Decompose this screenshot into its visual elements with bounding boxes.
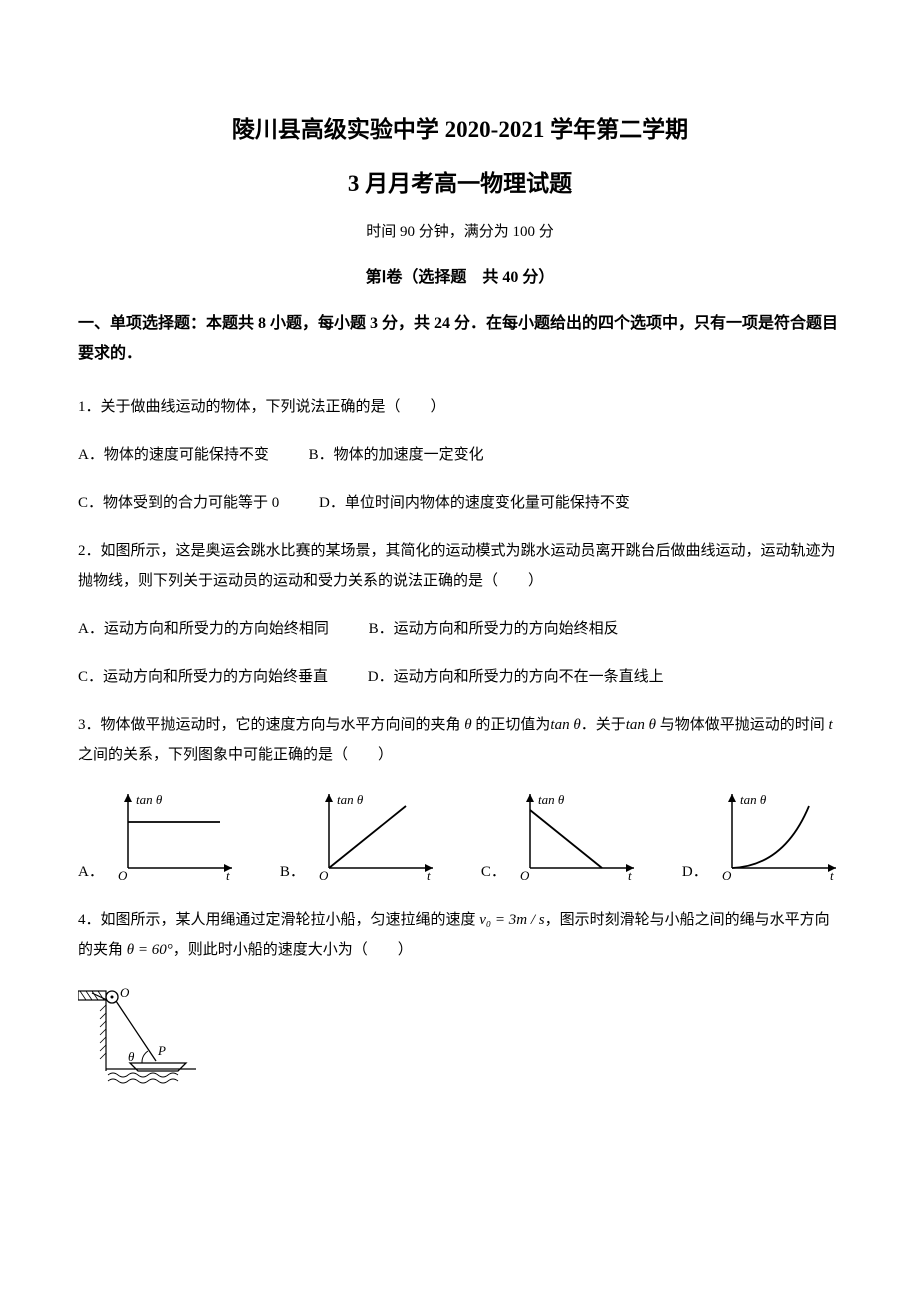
q4-post: ，则此时小船的速度大小为（ ）	[173, 942, 413, 958]
chart-ylabel: tan θ	[740, 792, 767, 807]
q4-figure-svg: O P θ	[78, 983, 198, 1088]
exam-meta: 时间 90 分钟，满分为 100 分	[78, 220, 842, 241]
chart-ylabel: tan θ	[538, 792, 565, 807]
q4-label-theta: θ	[128, 1049, 135, 1064]
instructions: 一、单项选择题：本题共 8 小题，每小题 3 分，共 24 分．在每小题给出的四…	[78, 309, 842, 370]
q3-tan1: tan θ	[550, 717, 580, 733]
chart-ylabel: tan θ	[337, 792, 364, 807]
q3-tan2: tan θ	[626, 717, 656, 733]
q2-text: 2．如图所示，这是奥运会跳水比赛的某场景，其简化的运动模式为跳水运动员离开跳台后…	[78, 536, 842, 596]
chart-xlabel: t	[427, 868, 431, 883]
q1-options-row2: C．物体受到的合力可能等于 0 D．单位时间内物体的速度变化量可能保持不变	[78, 488, 842, 518]
q4-theta: θ = 60°	[127, 942, 173, 958]
q3-chart-d: D． tan θ O t	[682, 788, 844, 883]
chart-origin: O	[722, 868, 732, 883]
q3-option-d-label: D．	[682, 860, 708, 883]
q1-option-a: A．物体的速度可能保持不变	[78, 440, 269, 470]
q3-mid3: 与物体做平抛运动的时间	[656, 717, 829, 733]
q1-text: 1．关于做曲线运动的物体，下列说法正确的是（ ）	[78, 392, 842, 422]
q1-option-c: C．物体受到的合力可能等于 0	[78, 488, 279, 518]
q3-text: 3．物体做平抛运动时，它的速度方向与水平方向间的夹角 θ 的正切值为tan θ．…	[78, 710, 842, 770]
title-line-1: 陵川县高级实验中学 2020-2021 学年第二学期	[78, 110, 842, 144]
q3-option-a-label: A．	[78, 860, 104, 883]
q2-options-row1: A．运动方向和所受力的方向始终相同 B．运动方向和所受力的方向始终相反	[78, 614, 842, 644]
q3-chart-b-svg: tan θ O t	[311, 788, 441, 883]
q4-v0: v₀ = 3m / s	[479, 912, 544, 928]
q2-options-row2: C．运动方向和所受力的方向始终垂直 D．运动方向和所受力的方向不在一条直线上	[78, 662, 842, 692]
q2-option-a: A．运动方向和所受力的方向始终相同	[78, 614, 329, 644]
q2-option-d: D．运动方向和所受力的方向不在一条直线上	[368, 662, 664, 692]
q4-label-o: O	[120, 985, 130, 1000]
q3-theta: θ	[464, 717, 471, 733]
chart-ylabel: tan θ	[136, 792, 163, 807]
q3-mid2: ．关于	[581, 717, 626, 733]
q3-charts-row: A． tan θ O t B． tan θ O	[78, 788, 842, 883]
chart-xlabel: t	[226, 868, 230, 883]
chart-xlabel: t	[830, 868, 834, 883]
q3-chart-c-svg: tan θ O t	[512, 788, 642, 883]
q3-chart-c: C． tan θ O t	[481, 788, 642, 883]
chart-origin: O	[319, 868, 329, 883]
q1-option-b: B．物体的加速度一定变化	[309, 440, 484, 470]
q4-text: 4．如图所示，某人用绳通过定滑轮拉小船，匀速拉绳的速度 v₀ = 3m / s ，…	[78, 905, 842, 965]
q3-chart-a-svg: tan θ O t	[110, 788, 240, 883]
q3-option-b-label: B．	[280, 860, 305, 883]
q2-option-c: C．运动方向和所受力的方向始终垂直	[78, 662, 328, 692]
q3-option-c-label: C．	[481, 860, 506, 883]
q4-text-pre: 4．如图所示，某人用绳通过定滑轮拉小船，匀速拉绳的速度	[78, 912, 479, 928]
chart-xlabel: t	[628, 868, 632, 883]
exam-page: 陵川县高级实验中学 2020-2021 学年第二学期 3 月月考高一物理试题 时…	[0, 0, 920, 1153]
q3-chart-a: A． tan θ O t	[78, 788, 240, 883]
chart-origin: O	[118, 868, 128, 883]
q3-chart-d-svg: tan θ O t	[714, 788, 844, 883]
title-line-2: 3 月月考高一物理试题	[78, 164, 842, 198]
q1-options-row1: A．物体的速度可能保持不变 B．物体的加速度一定变化	[78, 440, 842, 470]
q1-option-d: D．单位时间内物体的速度变化量可能保持不变	[319, 488, 630, 518]
q4-label-p: P	[157, 1043, 166, 1058]
section-heading: 第Ⅰ卷（选择题 共 40 分）	[78, 263, 842, 287]
q4-figure: O P θ	[78, 983, 842, 1093]
q3-text-pre: 3．物体做平抛运动时，它的速度方向与水平方向间的夹角	[78, 717, 464, 733]
q3-t: t	[829, 717, 833, 733]
q2-option-b: B．运动方向和所受力的方向始终相反	[369, 614, 619, 644]
q3-chart-b: B． tan θ O t	[280, 788, 441, 883]
chart-origin: O	[520, 868, 530, 883]
q3-post: 之间的关系，下列图象中可能正确的是（ ）	[78, 747, 393, 763]
q3-mid1: 的正切值为	[472, 717, 551, 733]
